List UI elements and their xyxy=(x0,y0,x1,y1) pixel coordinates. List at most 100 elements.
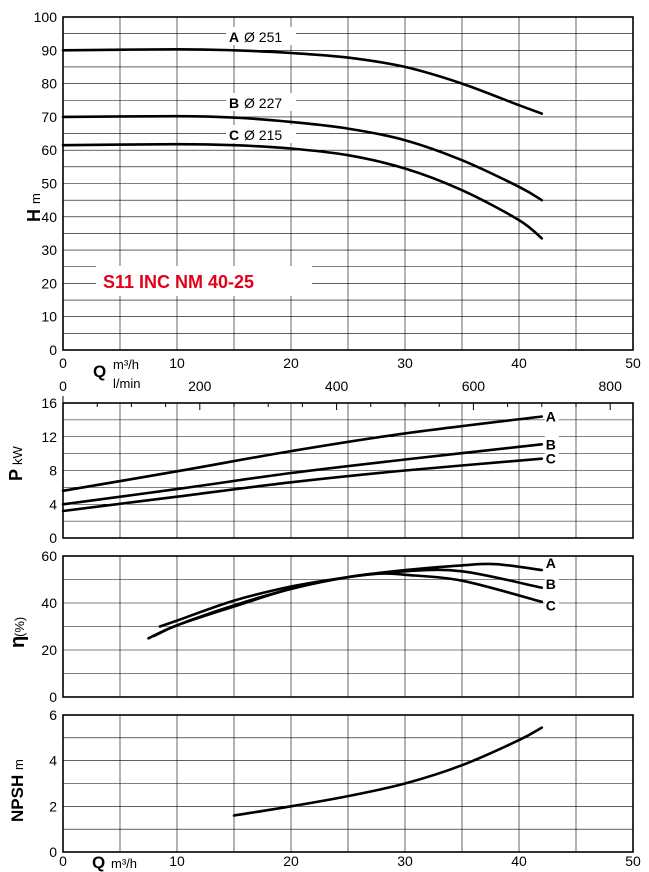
head-yunit: m xyxy=(28,193,43,204)
lmin-tick-label: 800 xyxy=(599,378,623,394)
efficiency-curve-label-bg xyxy=(544,576,559,593)
efficiency-frame xyxy=(62,555,634,698)
chart-title-box: S11 INC NM 40-25 xyxy=(96,266,312,296)
efficiency-curve-label-c: C xyxy=(546,597,556,613)
npsh-curve-npsh xyxy=(232,726,544,817)
efficiency-curve-label-a: A xyxy=(546,555,556,571)
head-ytick-label: 30 xyxy=(41,242,57,258)
efficiency-grid xyxy=(63,556,633,697)
npsh-ytick-label: 6 xyxy=(49,707,57,723)
power-curve-label-bg xyxy=(544,408,559,425)
npsh-xtick-label: 40 xyxy=(511,853,527,869)
efficiency-ytick-label: 40 xyxy=(41,595,57,611)
npsh-frame xyxy=(62,714,634,853)
npsh-xtick-label: 20 xyxy=(283,853,299,869)
efficiency-ytick-label: 0 xyxy=(49,689,57,705)
head-curve-labels: A Ø 251 B Ø 227 C Ø 215 xyxy=(226,27,296,143)
power-curve-label-bg xyxy=(544,436,559,453)
npsh-ytick-label: 0 xyxy=(49,844,57,860)
efficiency-ytick-label: 60 xyxy=(41,548,57,564)
head-xtick-label: 30 xyxy=(397,355,413,371)
head-ytick-label: 60 xyxy=(41,142,57,158)
head-xtick-label: 10 xyxy=(169,355,185,371)
head-ytick-label: 80 xyxy=(41,76,57,92)
npsh-ytick-label: 4 xyxy=(49,753,57,769)
curve-label-b-name: B xyxy=(229,95,239,111)
npsh-ytick-label: 2 xyxy=(49,798,57,814)
head-xtick-label: 50 xyxy=(625,355,641,371)
curve-label-c-diameter: Ø 215 xyxy=(244,127,282,143)
efficiency-ytick-label: 20 xyxy=(41,642,57,658)
npsh-axis-ticks: 0 2 4 6 0 10 20 30 40 50 xyxy=(49,707,641,869)
power-curve-a xyxy=(61,415,544,493)
lmin-tick-label: 200 xyxy=(188,378,212,394)
curve-label-c-name: C xyxy=(229,127,239,143)
power-ytick-label: 12 xyxy=(41,429,57,445)
efficiency-axis-ticks: 0 20 40 60 xyxy=(41,548,57,705)
efficiency-panel: 0 20 40 60 ABC η (%) xyxy=(7,548,634,705)
lmin-tick-label: 600 xyxy=(462,378,486,394)
power-ytick-label: 4 xyxy=(49,496,57,512)
power-curve-c xyxy=(61,457,544,513)
head-ytick-label: 90 xyxy=(41,42,57,58)
power-ytick-label: 8 xyxy=(49,463,57,479)
head-ytick-label: 40 xyxy=(41,209,57,225)
efficiency-yunit: (%) xyxy=(12,617,27,637)
lmin-tick-label: 400 xyxy=(325,378,349,394)
head-curve-a xyxy=(61,47,544,115)
curve-label-a-name: A xyxy=(229,29,239,45)
power-ytick-label: 0 xyxy=(49,530,57,546)
head-axis-ticks: 0 10 20 30 40 50 60 70 80 90 100 0 10 20 30 40 50 0 200 400… xyxy=(34,9,641,410)
head-xlabel: Q xyxy=(93,362,106,381)
head-ylabel: H xyxy=(24,209,44,222)
head-frame xyxy=(62,16,634,351)
head-ytick-label: 50 xyxy=(41,176,57,192)
head-ytick-label: 10 xyxy=(41,309,57,325)
head-xtick-label: 0 xyxy=(59,355,67,371)
head-xunit: m³/h xyxy=(113,357,139,372)
head-curve-c xyxy=(61,142,544,240)
power-ytick-label: 16 xyxy=(41,395,57,411)
head-x2unit: l/min xyxy=(113,376,140,391)
efficiency-curve-c xyxy=(158,572,544,628)
npsh-xlabel: Q xyxy=(92,853,105,872)
npsh-xtick-label: 10 xyxy=(169,853,185,869)
chart-title: S11 INC NM 40-25 xyxy=(103,272,254,292)
npsh-ylabel: NPSH xyxy=(8,775,27,822)
npsh-panel: 0 2 4 6 0 10 20 30 40 50 NPSH m Q m³/h xyxy=(8,707,641,872)
power-curve-label-a: A xyxy=(546,409,556,425)
npsh-yunit: m xyxy=(11,759,26,770)
head-curve-b xyxy=(61,114,544,202)
power-frame xyxy=(62,402,634,539)
head-grid xyxy=(63,17,633,350)
npsh-xtick-label: 0 xyxy=(59,853,67,869)
npsh-xtick-label: 30 xyxy=(397,853,413,869)
lmin-tick-label: 0 xyxy=(59,378,67,394)
power-curves: ABC xyxy=(61,408,559,513)
power-curve-label-bg xyxy=(544,450,559,467)
head-xtick-label: 20 xyxy=(283,355,299,371)
power-curve-label-c: C xyxy=(546,451,556,467)
head-ytick-label: 20 xyxy=(41,275,57,291)
power-curve-b xyxy=(61,443,544,506)
efficiency-ylabel: η xyxy=(7,636,29,648)
power-panel: 0 4 8 12 16 ABC P kW xyxy=(6,395,634,546)
efficiency-curves: ABC xyxy=(147,555,559,640)
power-ylabel: P xyxy=(6,469,26,481)
npsh-curves xyxy=(232,726,544,817)
efficiency-curve-label-bg xyxy=(544,597,559,614)
head-ytick-label: 0 xyxy=(49,342,57,358)
power-yunit: kW xyxy=(10,446,25,466)
curve-label-a-diameter: Ø 251 xyxy=(244,29,282,45)
power-grid xyxy=(63,403,633,538)
head-curves xyxy=(61,47,544,240)
curve-label-b-diameter: Ø 227 xyxy=(244,95,282,111)
npsh-grid xyxy=(63,715,633,852)
efficiency-curve-label-bg xyxy=(544,555,559,572)
npsh-xunit: m³/h xyxy=(111,856,137,871)
head-xtick-label: 40 xyxy=(511,355,527,371)
head-ytick-label: 70 xyxy=(41,109,57,125)
efficiency-curve-label-b: B xyxy=(546,576,556,592)
npsh-xtick-label: 50 xyxy=(625,853,641,869)
